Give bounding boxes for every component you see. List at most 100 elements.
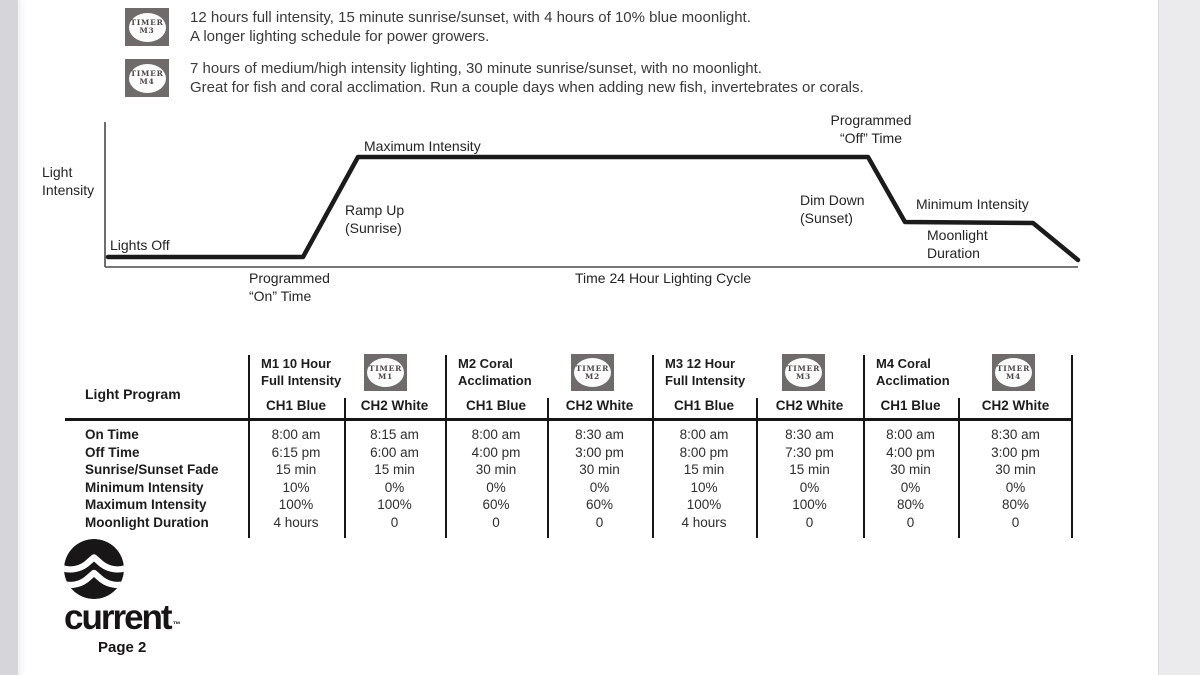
table-cell: 3:00 pm xyxy=(575,444,624,460)
page-left-edge xyxy=(18,0,21,675)
intro-m3-line2: A longer lighting schedule for power gro… xyxy=(190,27,490,45)
table-cell: 0 xyxy=(595,514,604,530)
table-cell: 6:15 pm xyxy=(271,444,321,460)
ch1-header: CH1 Blue xyxy=(673,398,734,413)
table-cell: 0% xyxy=(1005,479,1026,495)
table-cell: 15 min xyxy=(789,462,830,478)
timer-badge-top: TIMER xyxy=(130,18,164,27)
group-title: M1 10 Hour Full Intensity xyxy=(261,356,342,388)
group-title: M4 Coral Acclimation xyxy=(876,356,950,388)
ch2-header: CH2 White xyxy=(981,398,1050,413)
table-cell: 0% xyxy=(900,479,921,495)
page-number: Page 2 xyxy=(98,639,147,656)
timer-m2-icon: TIMER M2 xyxy=(571,354,614,391)
group-title: M3 12 Hour Full Intensity xyxy=(665,356,746,388)
table-cell: 0% xyxy=(589,479,610,495)
table-line xyxy=(248,355,250,538)
timer-badge-top: TIMER xyxy=(130,69,164,78)
ch1-header: CH1 Blue xyxy=(265,398,326,413)
ch1-header: CH1 Blue xyxy=(880,398,941,413)
table-corner-label: Light Program xyxy=(85,386,181,402)
table-header-divider xyxy=(65,418,1073,421)
ch2-header: CH2 White xyxy=(360,398,429,413)
table-cell: 0 xyxy=(906,514,915,530)
table-cell: 0% xyxy=(799,479,820,495)
timer-badge-bottom: M4 xyxy=(139,77,155,86)
table-cell: 0% xyxy=(486,479,506,495)
table-cell: 10% xyxy=(690,479,718,495)
table-cell: 8:15 am xyxy=(370,427,419,443)
table-group-m3: M3 12 Hour Full Intensity TIMER M3 CH1 B… xyxy=(652,352,863,418)
timer-badge-bottom: M3 xyxy=(139,26,155,35)
table-cell: 8:30 am xyxy=(785,427,834,443)
label-ramp-up: Ramp Up (Sunrise) xyxy=(345,202,405,236)
table-cell: 8:30 am xyxy=(991,427,1040,443)
table-cell: 4 hours xyxy=(273,514,319,530)
table-cell: 0 xyxy=(390,514,399,530)
table-cell: 60% xyxy=(585,497,614,513)
label-minimum-intensity: Minimum Intensity xyxy=(916,196,1029,212)
table-line xyxy=(1071,355,1073,538)
table-body: On Time 8:00 am 8:15 am 8:00 am 8:30 am … xyxy=(65,426,1073,531)
channel-header-row: CH1 Blue CH2 White xyxy=(248,398,445,413)
current-logo-icon xyxy=(63,538,125,600)
label-lights-off: Lights Off xyxy=(110,237,170,253)
table-cell: 80% xyxy=(1001,497,1030,513)
table-cell: 10% xyxy=(282,479,310,495)
table-cell: 100% xyxy=(377,497,412,513)
label-dim-down: Dim Down (Sunset) xyxy=(800,192,865,226)
table-group-m4: M4 Coral Acclimation TIMER M4 CH1 Blue C… xyxy=(863,352,1073,418)
table-line xyxy=(344,398,346,538)
timer-m4-icon: TIMER M4 xyxy=(125,59,169,97)
label-maximum-intensity: Maximum Intensity xyxy=(364,138,481,154)
table-cell: 7:30 pm xyxy=(785,444,834,460)
ch2-header: CH2 White xyxy=(775,398,844,413)
table-cell: 8:30 am xyxy=(575,427,624,443)
row-label: Off Time xyxy=(85,444,140,460)
table-line xyxy=(756,398,758,538)
table-cell: 6:00 am xyxy=(370,444,419,460)
table-cell: 60% xyxy=(482,497,510,513)
intro-m3-line1: 12 hours full intensity, 15 minute sunri… xyxy=(190,9,751,26)
table-cell: 4:00 pm xyxy=(471,444,521,460)
light-program-table: Light Program M1 10 Hour Full Intensity … xyxy=(65,352,1073,540)
viewer-right-gutter xyxy=(1158,0,1200,675)
row-label: Maximum Intensity xyxy=(85,497,207,513)
table-cell: 8:00 am xyxy=(886,427,935,443)
current-wordmark: current ™ xyxy=(64,598,181,637)
table-cell: 8:00 am xyxy=(679,427,729,443)
table-cell: 4:00 pm xyxy=(886,444,935,460)
table-cell: 8:00 am xyxy=(471,427,521,443)
ch1-header: CH1 Blue xyxy=(465,398,526,413)
intro-m4-line1: 7 hours of medium/high intensity lightin… xyxy=(190,60,762,77)
table-cell: 80% xyxy=(896,497,925,513)
table-cell: 30 min xyxy=(890,462,931,478)
label-programmed-on: Programmed “On” Time xyxy=(249,270,330,304)
group-title: M2 Coral Acclimation xyxy=(458,356,532,388)
row-label: Sunrise/Sunset Fade xyxy=(85,462,219,478)
table-line xyxy=(547,398,549,538)
channel-header-row: CH1 Blue CH2 White xyxy=(445,398,652,413)
timer-m3-icon: TIMER M3 xyxy=(782,354,825,391)
table-cell: 15 min xyxy=(275,462,317,478)
table-cell: 4 hours xyxy=(681,514,727,530)
table-group-m2: M2 Coral Acclimation TIMER M2 CH1 Blue C… xyxy=(445,352,652,418)
table-cell: 100% xyxy=(686,497,722,513)
table-cell: 30 min xyxy=(579,462,620,478)
table-cell: 0 xyxy=(492,514,500,530)
label-programmed-off: Programmed “Off” Time xyxy=(830,112,912,146)
timer-m1-icon: TIMER M1 xyxy=(364,354,407,391)
table-cell: 8:00 am xyxy=(271,427,321,443)
table-cell: 30 min xyxy=(475,462,517,478)
intro-row-m4: TIMER M4 7 hours of medium/high intensit… xyxy=(125,59,864,97)
table-line xyxy=(958,398,960,538)
table-cell: 0% xyxy=(384,479,405,495)
table-line xyxy=(445,355,447,538)
row-label: On Time xyxy=(85,427,139,443)
trademark-symbol: ™ xyxy=(172,620,181,629)
channel-header-row: CH1 Blue CH2 White xyxy=(863,398,1073,413)
timer-m3-icon: TIMER M3 xyxy=(125,8,169,46)
table-line xyxy=(652,355,654,538)
table-cell: 100% xyxy=(792,497,827,513)
table-cell: 15 min xyxy=(374,462,415,478)
